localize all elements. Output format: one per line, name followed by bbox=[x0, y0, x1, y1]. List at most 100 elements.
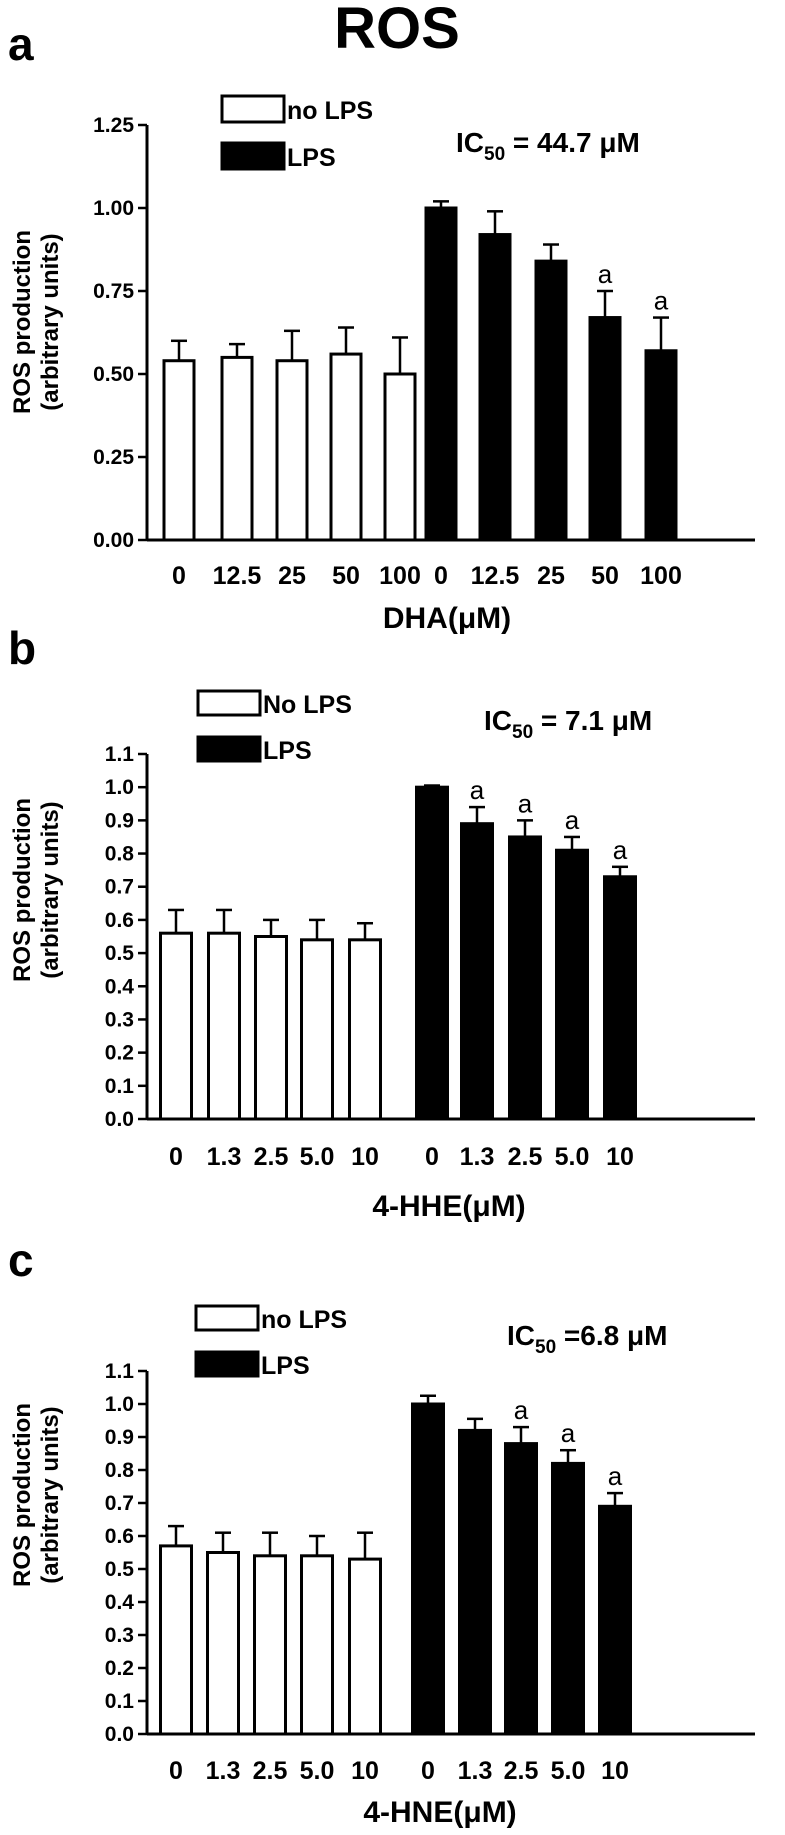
bar bbox=[458, 1428, 492, 1736]
y-axis-label-line2: (arbitrary units) bbox=[37, 233, 64, 410]
bar bbox=[598, 1504, 632, 1736]
bar bbox=[383, 372, 417, 542]
y-tick-group: 0.0 0.1 0.2 0.3 0.4 0.5 0.6 0.7 0.8 0.9 1.0 1.1 bbox=[105, 743, 147, 1131]
y-tick-label: 1.1 bbox=[105, 743, 135, 766]
x-tick-label: 2.5 bbox=[253, 1757, 288, 1785]
bar bbox=[300, 1554, 334, 1736]
x-tick-label: 1.3 bbox=[206, 1757, 241, 1785]
y-tick-label: 0.3 bbox=[105, 1624, 134, 1647]
bar bbox=[159, 1544, 193, 1736]
legend-label-lps: LPS bbox=[287, 144, 336, 172]
x-tick-label: 0 bbox=[169, 1143, 183, 1171]
significance-label: a bbox=[514, 1395, 529, 1425]
x-tick-label: 10 bbox=[351, 1143, 379, 1171]
x-tick-label: 10 bbox=[351, 1757, 379, 1785]
legend-swatch-no-lps bbox=[220, 94, 286, 124]
significance-label: a bbox=[561, 1418, 576, 1448]
y-tick-label: 0.9 bbox=[105, 809, 134, 832]
y-tick-label: 0.4 bbox=[105, 1591, 135, 1614]
ic50-annotation: IC50 = 44.7 μM bbox=[456, 127, 640, 165]
legend-swatch-no-lps bbox=[194, 1304, 260, 1332]
x-tick-label: 50 bbox=[332, 562, 360, 590]
y-tick-label: 0.7 bbox=[105, 1492, 134, 1515]
x-tick-label: 1.3 bbox=[458, 1757, 493, 1785]
bar-group: aa bbox=[162, 200, 678, 542]
x-tick-label: 10 bbox=[606, 1143, 634, 1171]
bar bbox=[603, 875, 637, 1121]
bar bbox=[478, 233, 512, 542]
bar bbox=[207, 931, 241, 1121]
x-tick-label: 2.5 bbox=[254, 1143, 289, 1171]
y-tick-label: 0.25 bbox=[93, 446, 134, 469]
panel-letter-b: b bbox=[8, 622, 36, 674]
legend-label-no-lps: no LPS bbox=[261, 1306, 347, 1334]
bar bbox=[159, 931, 193, 1121]
x-tick-label: 25 bbox=[278, 562, 306, 590]
x-tick-label: 100 bbox=[640, 562, 682, 590]
y-tick-label: 1.00 bbox=[93, 197, 134, 220]
y-tick-label: 0.7 bbox=[105, 876, 134, 899]
significance-label: a bbox=[518, 788, 533, 818]
significance-label: a bbox=[608, 1461, 623, 1491]
panel-a: a ROS production (arbitrary units) 0.000… bbox=[8, 18, 755, 635]
bar bbox=[588, 316, 622, 542]
significance-label: a bbox=[598, 259, 613, 289]
y-tick-group: 0.0 0.1 0.2 0.3 0.4 0.5 0.6 0.7 0.8 0.9 1.0 1.1 bbox=[105, 1360, 147, 1746]
x-tick-label: 0 bbox=[425, 1143, 439, 1171]
legend-label-no-lps: no LPS bbox=[287, 97, 373, 125]
legend: no LPS LPS bbox=[220, 94, 373, 172]
bar bbox=[551, 1461, 585, 1736]
category-labels: 0 1.3 2.5 5.0 10 0 1.3 2.5 5.0 10 bbox=[169, 1143, 634, 1171]
y-tick-label: 0.8 bbox=[105, 843, 135, 866]
y-tick-label: 0.0 bbox=[105, 1723, 134, 1746]
y-tick-label: 0.2 bbox=[105, 1657, 134, 1680]
x-tick-label: 5.0 bbox=[555, 1143, 590, 1171]
panel-b: b b ROS production (arbitrary units) 0.0… bbox=[8, 622, 755, 1223]
x-tick-label: 5.0 bbox=[300, 1757, 335, 1785]
bar bbox=[504, 1442, 538, 1736]
x-tick-label: 0 bbox=[172, 562, 186, 590]
bar-group: a a a a bbox=[159, 775, 637, 1121]
legend-label-lps: LPS bbox=[261, 1352, 310, 1380]
y-axis: 0.0 0.1 0.2 0.3 0.4 0.5 0.6 0.7 0.8 0.9 1.0 1.1 bbox=[105, 743, 149, 1131]
legend-swatch-lps bbox=[196, 735, 262, 763]
y-tick-label: 0.9 bbox=[105, 1426, 134, 1449]
y-tick-label: 0.3 bbox=[105, 1008, 134, 1031]
legend-swatch-lps bbox=[220, 141, 286, 171]
x-tick-label: 1.3 bbox=[460, 1143, 495, 1171]
x-tick-label: 0 bbox=[421, 1757, 435, 1785]
bar bbox=[411, 1402, 445, 1736]
bar bbox=[329, 352, 363, 542]
y-tick-label: 1.0 bbox=[105, 1393, 134, 1416]
bar bbox=[644, 349, 678, 542]
y-tick-label: 0.8 bbox=[105, 1459, 135, 1482]
bar bbox=[275, 359, 309, 542]
x-tick-label: 2.5 bbox=[508, 1143, 543, 1171]
y-tick-label: 0.5 bbox=[105, 942, 135, 965]
x-tick-label: 5.0 bbox=[300, 1143, 335, 1171]
y-axis-label-line2: (arbitrary units) bbox=[37, 801, 64, 978]
y-tick-label: 0.6 bbox=[105, 1525, 134, 1548]
y-axis: 0.0 0.1 0.2 0.3 0.4 0.5 0.6 0.7 0.8 0.9 1.0 1.1 bbox=[105, 1360, 149, 1746]
x-axis-label: DHA(μM) bbox=[383, 602, 511, 635]
bar bbox=[253, 1554, 287, 1736]
y-axis-label-line2: (arbitrary units) bbox=[37, 1406, 64, 1583]
y-tick-label: 1.25 bbox=[93, 114, 134, 137]
x-tick-label: 100 bbox=[379, 562, 421, 590]
x-tick-label: 1.3 bbox=[207, 1143, 242, 1171]
significance-label: a bbox=[613, 835, 628, 865]
x-tick-label: 5.0 bbox=[551, 1757, 586, 1785]
x-axis-label: 4-HNE(μM) bbox=[363, 1796, 516, 1829]
bar bbox=[508, 835, 542, 1121]
y-tick-label: 0.50 bbox=[93, 363, 134, 386]
y-tick-label: 0.1 bbox=[105, 1690, 135, 1713]
y-tick-label: 0.00 bbox=[93, 529, 134, 552]
bar bbox=[424, 206, 458, 542]
y-tick-label: 1.1 bbox=[105, 1360, 135, 1383]
y-tick-group: 0.00 0.25 0.50 0.75 1.00 1.25 bbox=[93, 114, 147, 552]
x-tick-label: 25 bbox=[537, 562, 565, 590]
significance-label: a bbox=[470, 775, 485, 805]
bar bbox=[162, 359, 196, 542]
legend-label-lps: LPS bbox=[263, 737, 312, 765]
